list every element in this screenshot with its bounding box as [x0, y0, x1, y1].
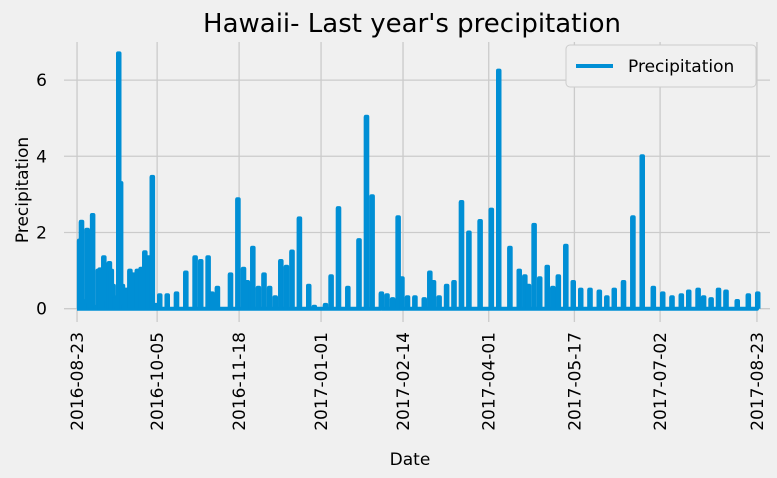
x-tick-label: 2016-08-23 — [68, 332, 88, 431]
series-layer — [76, 51, 761, 311]
x-tick-label: 2016-11-18 — [230, 332, 250, 431]
y-axis-label: Precipitation — [13, 137, 33, 243]
y-tick-label: 4 — [36, 147, 47, 167]
y-tick-labels: 0 2 4 6 — [36, 71, 47, 320]
x-tick-label: 2017-05-17 — [565, 332, 585, 431]
x-tick-label: 2017-01-01 — [312, 332, 332, 431]
y-tick-label: 0 — [36, 300, 47, 320]
legend: Precipitation — [565, 44, 757, 88]
chart-title: Hawaii- Last year's precipitation — [203, 9, 621, 39]
x-tick-label: 2016-10-05 — [148, 332, 168, 431]
x-tick-label: 2017-04-01 — [480, 332, 500, 431]
x-axis-label: Date — [390, 450, 431, 470]
x-tick-label: 2017-08-23 — [748, 332, 768, 431]
x-tick-label: 2017-07-02 — [651, 332, 671, 431]
y-tick-label: 6 — [36, 71, 47, 91]
y-tick-label: 2 — [36, 223, 47, 243]
legend-label-precipitation: Precipitation — [628, 57, 734, 77]
legend-box — [565, 44, 757, 88]
x-tick-labels: 2016-08-23 2016-10-05 2016-11-18 2017-01-01… — [68, 332, 768, 431]
x-tick-label: 2017-02-14 — [394, 332, 414, 431]
